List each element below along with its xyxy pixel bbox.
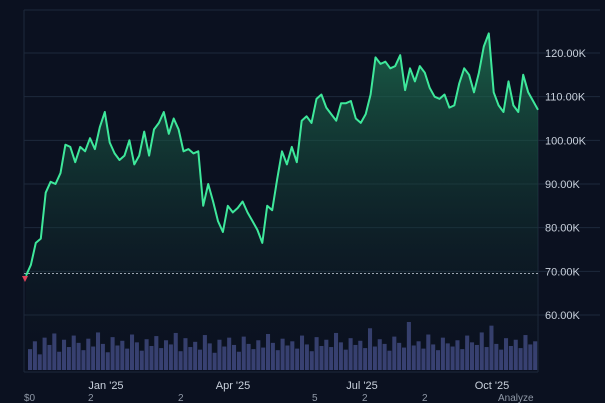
price-line xyxy=(25,32,539,277)
bottom-misc-label: 2 xyxy=(422,393,428,403)
y-tick-label: 110.00K xyxy=(545,92,586,104)
y-tick-label: 80.00K xyxy=(545,223,581,235)
bottom-misc-label: 2 xyxy=(88,393,94,403)
bottom-misc-label: Analyze xyxy=(498,393,534,403)
x-tick-label: Jul '25 xyxy=(346,380,377,392)
y-tick-label: 60.00K xyxy=(545,310,581,322)
price-area-fill xyxy=(26,33,538,373)
y-tick-label: 100.00K xyxy=(545,135,587,147)
price-area xyxy=(22,32,539,373)
x-tick-label: Apr '25 xyxy=(216,380,251,392)
bottom-misc-label: 2 xyxy=(362,393,368,403)
bottom-misc-label: 5 xyxy=(312,393,318,403)
bottom-misc-label: 2 xyxy=(178,393,184,403)
y-axis-ticks: 60.00K 70.00K 80.00K 90.00K 100.00K 110.00K 12… xyxy=(545,48,587,322)
y-tick-label: 90.00K xyxy=(545,179,581,191)
start-marker-icon xyxy=(22,276,28,282)
x-tick-label: Jan '25 xyxy=(88,380,123,392)
y-tick-label: 70.00K xyxy=(545,266,581,278)
bottom-misc-labels: $0 2 2 5 2 2 Analyze xyxy=(24,393,534,403)
y-tick-label: 120.00K xyxy=(545,48,587,60)
bottom-misc-label: $0 xyxy=(24,393,36,403)
x-axis-ticks: Jan '25 Apr '25 Jul '25 Oct '25 xyxy=(88,380,509,392)
x-tick-label: Oct '25 xyxy=(475,380,510,392)
